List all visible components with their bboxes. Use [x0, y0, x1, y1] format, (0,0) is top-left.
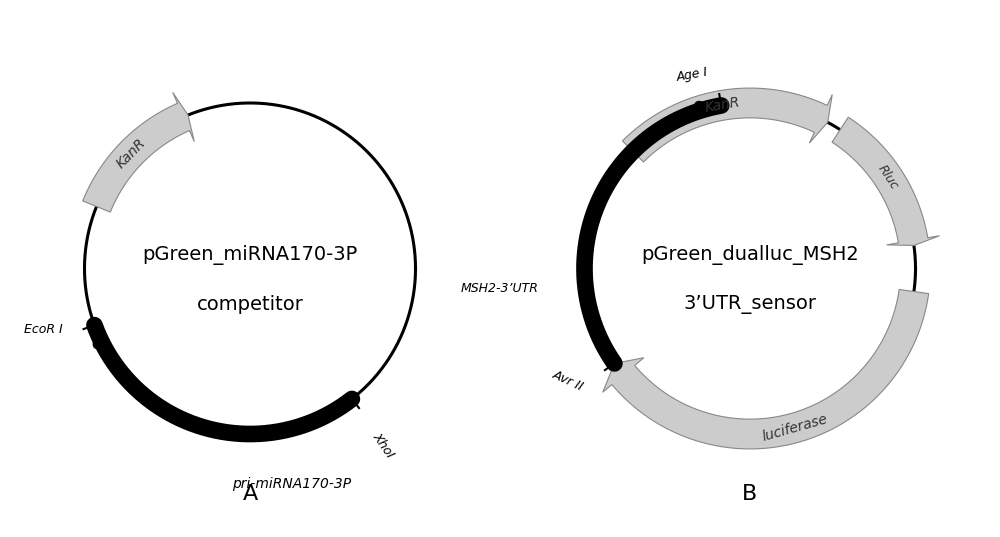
Polygon shape	[832, 117, 940, 245]
Text: luciferase: luciferase	[761, 412, 829, 444]
Text: Avr II: Avr II	[551, 368, 586, 394]
Polygon shape	[622, 88, 832, 162]
Text: EcoR I: EcoR I	[24, 323, 63, 336]
Text: KanR: KanR	[114, 135, 149, 171]
Text: XhoI: XhoI	[370, 431, 397, 461]
Text: KanR: KanR	[703, 96, 741, 115]
Text: pGreen_dualluc_MSH2: pGreen_dualluc_MSH2	[641, 245, 859, 265]
Text: 3’UTR_sensor: 3’UTR_sensor	[684, 295, 816, 315]
Text: competitor: competitor	[197, 295, 303, 315]
Text: B: B	[742, 483, 758, 504]
Text: MSH2-3’UTR: MSH2-3’UTR	[460, 282, 538, 295]
Text: pGreen_miRNA170-3P: pGreen_miRNA170-3P	[142, 245, 358, 265]
Polygon shape	[83, 92, 194, 212]
Text: A: A	[242, 483, 258, 504]
Text: pri-miRNA170-3P: pri-miRNA170-3P	[232, 477, 351, 491]
Text: Age I: Age I	[676, 66, 709, 84]
Text: Rluc: Rluc	[876, 163, 901, 192]
Polygon shape	[603, 289, 929, 449]
